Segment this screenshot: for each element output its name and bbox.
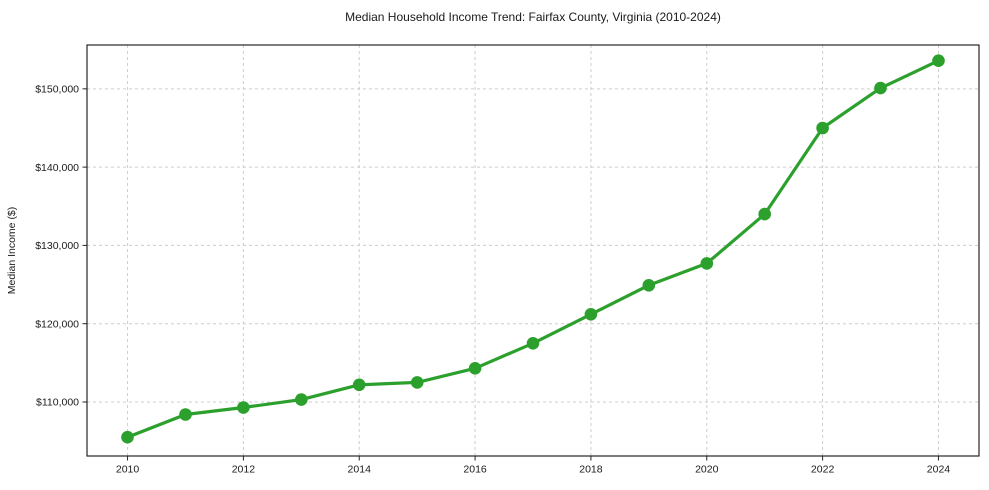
y-axis-label: Median Income ($) xyxy=(6,207,18,295)
y-tick-label: $110,000 xyxy=(36,397,79,409)
x-tick-label: 2010 xyxy=(116,464,140,476)
data-point-2010 xyxy=(121,430,134,444)
x-tick-label: 2012 xyxy=(232,464,256,476)
x-tick-label: 2014 xyxy=(348,464,372,476)
data-point-2023 xyxy=(874,81,887,95)
chart-title: Median Household Income Trend: Fairfax C… xyxy=(345,10,721,24)
x-tick-label: 2024 xyxy=(927,464,951,476)
x-tick-label: 2022 xyxy=(811,464,835,476)
data-point-2012 xyxy=(237,401,250,414)
data-point-2011 xyxy=(179,408,192,421)
data-point-2020 xyxy=(700,257,714,270)
data-point-2014 xyxy=(352,378,366,392)
data-point-2024 xyxy=(932,54,945,67)
y-tick-label: $130,000 xyxy=(35,240,79,252)
x-tick-label: 2016 xyxy=(463,464,487,476)
y-tick-label: $140,000 xyxy=(35,162,79,174)
data-point-2022 xyxy=(816,121,829,135)
data-point-2017 xyxy=(526,337,540,350)
data-point-2021 xyxy=(758,207,771,221)
data-point-2015 xyxy=(410,376,424,389)
series-line xyxy=(125,59,941,439)
data-point-2016 xyxy=(468,362,482,375)
x-tick-label: 2020 xyxy=(695,464,719,476)
data-point-2018 xyxy=(584,308,598,321)
x-tick-label: 2018 xyxy=(579,464,603,476)
plot-content: $110,000 $120,000 $130,000 $140,000 $150,000… xyxy=(35,44,980,476)
plot-border xyxy=(86,44,980,457)
data-point-2013 xyxy=(295,393,308,406)
y-tick-label: $150,000 xyxy=(35,84,79,96)
y-tick-label: $120,000 xyxy=(35,318,79,330)
data-point-2019 xyxy=(642,279,656,292)
